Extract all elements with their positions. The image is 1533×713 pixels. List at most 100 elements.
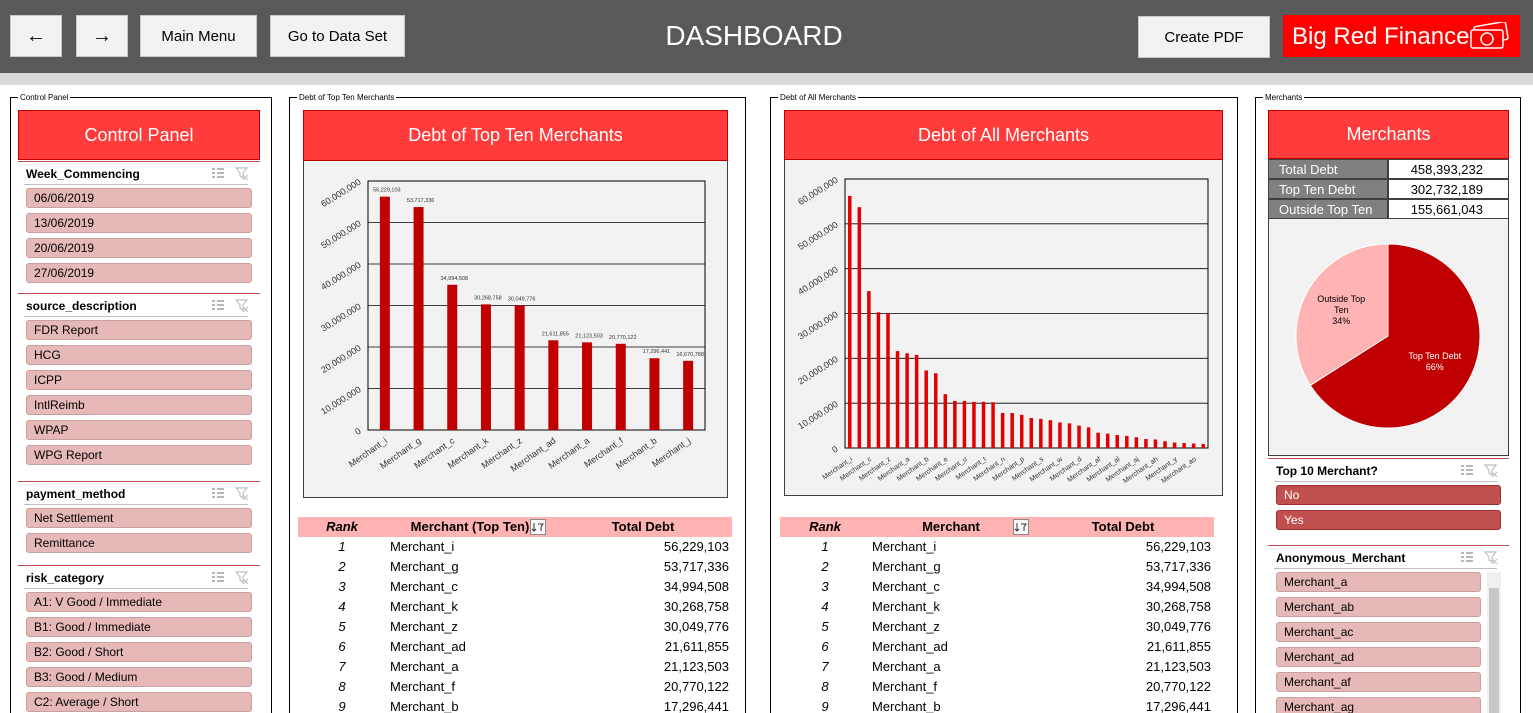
slicer-item[interactable]: WPG Report [26, 445, 252, 465]
bar [1077, 425, 1081, 448]
merchant-cell: Merchant_k [872, 599, 940, 614]
merchant-cell: Merchant_i [872, 539, 937, 554]
slicer-icons[interactable] [210, 166, 250, 180]
slicer-tools[interactable] [1268, 459, 1509, 481]
filter-button[interactable] [530, 519, 546, 535]
table: Rank Merchant Total Debt 1 Merchant_i 56,229,… [780, 517, 1214, 713]
slicer-tools[interactable] [18, 294, 260, 316]
bar-chart: 0 10,000,000 20,000,000 30,000,000 40,000,00… [319, 177, 706, 474]
bar [905, 353, 909, 448]
bar [924, 370, 928, 448]
slicer-title-rule [1274, 568, 1497, 569]
slicer-icons[interactable] [1459, 550, 1499, 564]
pie-label: Outside Top Ten 34% [1296, 288, 1386, 332]
slicer-tools[interactable] [1268, 546, 1509, 568]
bar [886, 313, 890, 448]
main-menu-button[interactable]: Main Menu [140, 15, 257, 57]
slicer-item[interactable]: C2: Average / Short [26, 692, 252, 712]
clear-filter-x [242, 174, 249, 180]
bar [1201, 443, 1205, 448]
clear-filter-icon[interactable] [234, 167, 249, 180]
bar [1019, 414, 1024, 448]
slicer-item[interactable]: 13/06/2019 [26, 213, 252, 233]
back-button[interactable]: ← [10, 15, 62, 57]
multi-select-icon[interactable] [1461, 552, 1473, 562]
clear-filter-icon[interactable] [234, 299, 249, 312]
table-header: Merchant [922, 519, 980, 534]
y-tick-label: 50,000,000 [796, 220, 840, 252]
slicer-item[interactable]: Remittance [26, 533, 252, 553]
multi-select-icon[interactable] [212, 168, 224, 178]
rank-cell: 8 [821, 679, 829, 694]
slicer-item[interactable]: ICPP [26, 370, 252, 390]
rank-cell: 6 [821, 639, 829, 654]
multi-select-icon[interactable] [212, 572, 224, 582]
slicer-item[interactable]: Net Settlement [26, 508, 252, 528]
toolbar-strip [0, 73, 1533, 85]
pie-category: Top Ten Debt [1408, 350, 1462, 361]
slicer-title-rule [24, 316, 248, 317]
slicer-tools[interactable] [18, 482, 260, 504]
slicer-item[interactable]: A1: V Good / Immediate [26, 592, 252, 612]
filter-button[interactable] [1013, 519, 1029, 535]
slicer-item[interactable]: FDR Report [26, 320, 252, 340]
slicer-item[interactable]: Merchant_af [1276, 672, 1481, 692]
rank-cell: 4 [821, 599, 829, 614]
multi-select-icon[interactable] [212, 300, 224, 310]
slicer-item[interactable]: WPAP [26, 420, 252, 440]
clear-filter-icon[interactable] [1483, 464, 1498, 477]
clear-filter-icon[interactable] [234, 487, 249, 500]
slicer-item[interactable]: 06/06/2019 [26, 188, 252, 208]
slicer-title: Anonymous_Merchant [1276, 551, 1406, 565]
slicer-item[interactable]: B3: Good / Medium [26, 667, 252, 687]
bar [447, 284, 458, 430]
pie-category: Outside Top Ten [1317, 293, 1366, 315]
slicer-item[interactable]: B1: Good / Immediate [26, 617, 252, 637]
merchant-cell: Merchant_ad [390, 639, 466, 654]
slicer-item[interactable]: B2: Good / Short [26, 642, 252, 662]
slicer-item[interactable]: 27/06/2019 [26, 263, 252, 283]
rank-cell: 9 [821, 699, 829, 713]
bar [867, 291, 871, 448]
brand-name: Big Red Finance [1292, 23, 1470, 50]
forward-button[interactable]: → [76, 15, 128, 57]
slicer-icons[interactable] [210, 298, 250, 312]
slicer-item[interactable]: HCG [26, 345, 252, 365]
pie-slice [1309, 243, 1481, 429]
y-tick-label: 40,000,000 [319, 260, 363, 292]
create-pdf-button[interactable]: Create PDF [1138, 16, 1270, 58]
slicer-icons[interactable] [1459, 463, 1499, 477]
merchant-cell: Merchant_g [872, 559, 941, 574]
slicer-item[interactable]: No [1276, 485, 1501, 505]
table-header: Total Debt [611, 519, 675, 534]
slicer-item[interactable]: IntlReimb [26, 395, 252, 415]
slicer-icons[interactable] [210, 486, 250, 500]
data-label: 20,770,122 [609, 335, 637, 341]
debt-cell: 53,717,336 [663, 559, 729, 574]
clear-filter-icon[interactable] [234, 571, 249, 584]
bar [379, 196, 390, 430]
clear-filter-icon[interactable] [1483, 551, 1498, 564]
slicer-item[interactable]: 20/06/2019 [26, 238, 252, 258]
data-label: 21,123,503 [575, 333, 603, 339]
merchant-cell: Merchant_z [390, 619, 458, 634]
data-set-button[interactable]: Go to Data Set [270, 15, 405, 57]
y-tick-label: 60,000,000 [796, 175, 840, 207]
table: Rank Merchant (Top Ten) Total Debt 1 Merchan… [298, 517, 732, 713]
slicer-icons[interactable] [210, 570, 250, 584]
slicer-item[interactable]: Merchant_ad [1276, 647, 1481, 667]
slicer-item[interactable]: Merchant_ac [1276, 622, 1481, 642]
slicer-tools[interactable] [18, 162, 260, 184]
slicer-item[interactable]: Yes [1276, 510, 1501, 530]
slicer-item[interactable]: Merchant_ab [1276, 597, 1481, 617]
slicer: Anonymous_Merchant Merchant_a Merchant_ab… [1268, 545, 1509, 713]
merchant-cell: Merchant_k [390, 599, 458, 614]
slicer-tools[interactable] [18, 566, 260, 588]
slicer-item[interactable]: Merchant_ag [1276, 697, 1481, 713]
slicer-item[interactable]: Merchant_a [1276, 572, 1481, 592]
y-tick-label: 50,000,000 [319, 218, 363, 250]
multi-select-icon[interactable] [212, 488, 224, 498]
brand-box: Big Red Finance [1283, 15, 1520, 57]
multi-select-icon[interactable] [1461, 465, 1473, 475]
debt-cell: 30,049,776 [1145, 619, 1211, 634]
